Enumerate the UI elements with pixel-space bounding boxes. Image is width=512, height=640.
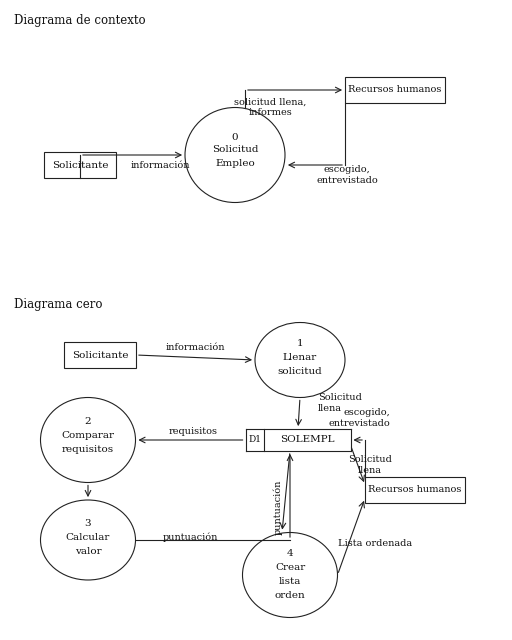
Text: 3: 3 [84, 520, 91, 529]
Text: solicitud llena,
informes: solicitud llena, informes [234, 97, 306, 116]
Text: Recursos humanos: Recursos humanos [348, 86, 442, 95]
Bar [64, 342, 136, 368]
Bar [365, 477, 465, 503]
Text: SOLEMPL: SOLEMPL [280, 435, 334, 445]
Text: puntuación: puntuación [273, 479, 283, 534]
Text: requisitos: requisitos [168, 428, 218, 436]
Text: Calcular: Calcular [66, 532, 110, 541]
Text: Solicitante: Solicitante [72, 351, 128, 360]
Text: D1: D1 [248, 435, 261, 445]
Text: Solicitud
llena: Solicitud llena [318, 394, 362, 413]
Text: 1: 1 [296, 339, 303, 349]
Text: valor: valor [75, 547, 101, 556]
Bar [345, 77, 445, 103]
Text: 2: 2 [84, 417, 91, 426]
Text: solicitud: solicitud [278, 367, 323, 376]
Text: escogido,
entrevistado: escogido, entrevistado [316, 165, 378, 185]
Text: Crear: Crear [275, 563, 305, 572]
Text: escogido,
entrevistado: escogido, entrevistado [328, 408, 390, 428]
Bar [44, 152, 116, 178]
Text: información: información [165, 342, 225, 351]
Text: Solicitud
llena: Solicitud llena [348, 455, 392, 475]
Text: orden: orden [274, 591, 305, 600]
Text: Recursos humanos: Recursos humanos [368, 486, 462, 495]
Text: Comparar: Comparar [61, 431, 115, 440]
Text: Empleo: Empleo [215, 159, 255, 168]
Text: requisitos: requisitos [62, 445, 114, 454]
Text: lista: lista [279, 577, 301, 586]
Text: 0: 0 [232, 132, 238, 141]
Text: Solicitud: Solicitud [212, 145, 258, 154]
Text: Lista ordenada: Lista ordenada [338, 538, 412, 547]
Text: Solicitante: Solicitante [52, 161, 108, 170]
Text: información: información [130, 161, 190, 170]
Text: Diagrama cero: Diagrama cero [14, 298, 102, 311]
Text: 4: 4 [287, 548, 293, 557]
Text: puntuación: puntuación [162, 532, 218, 541]
Text: Llenar: Llenar [283, 353, 317, 362]
Text: Diagrama de contexto: Diagrama de contexto [14, 14, 145, 27]
